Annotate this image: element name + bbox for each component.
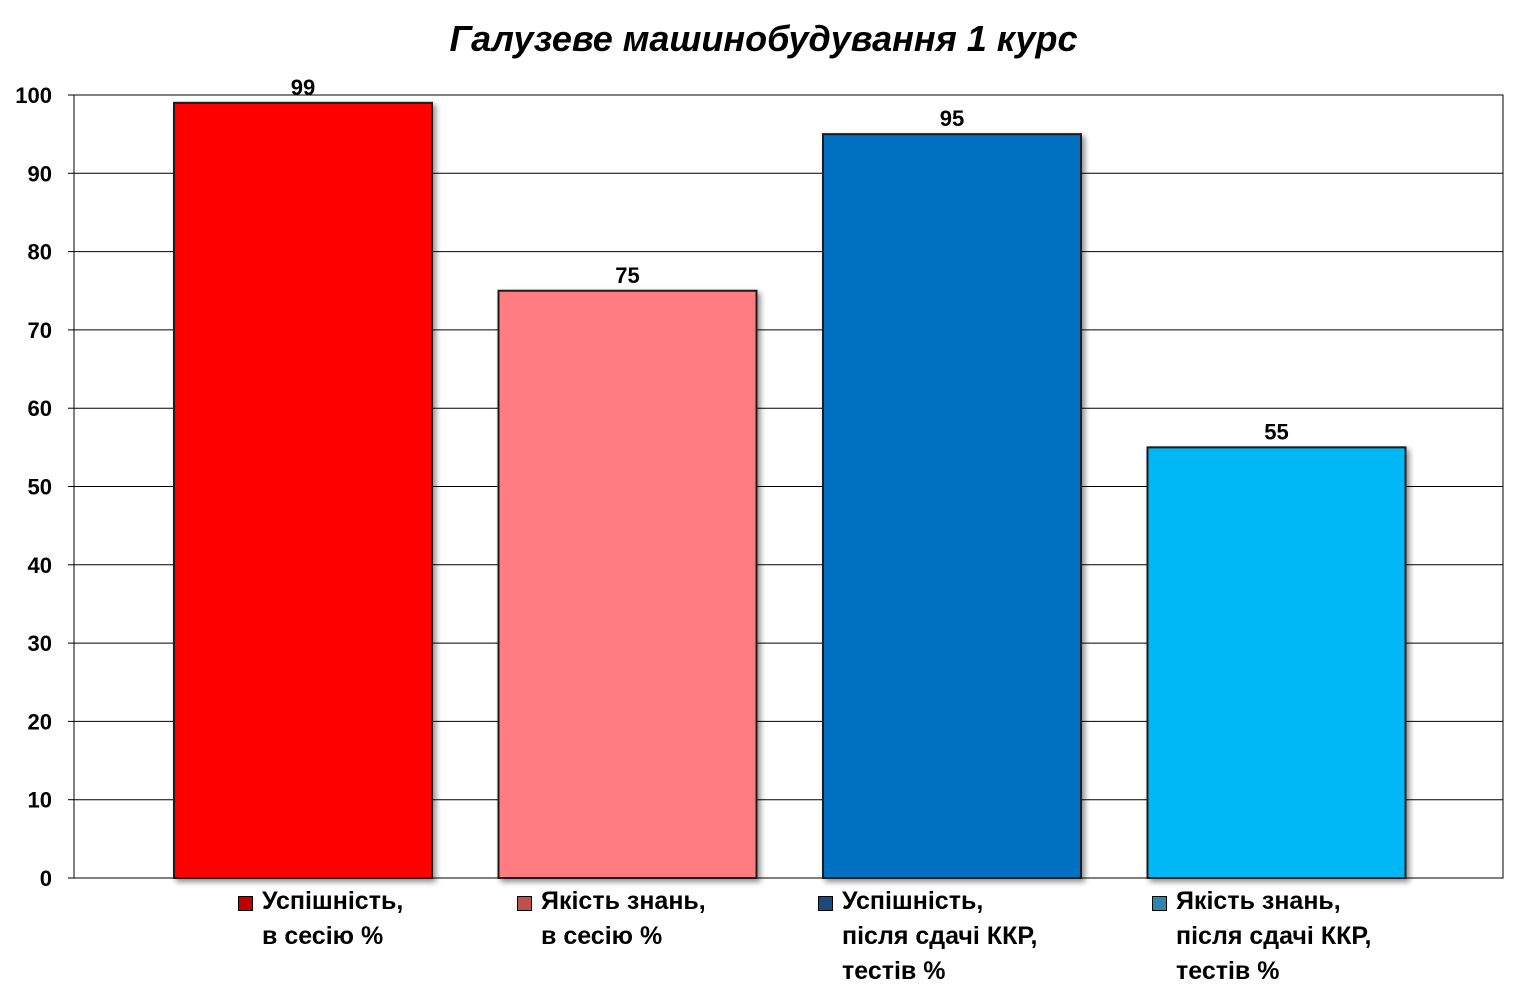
y-tick-label: 10: [28, 788, 52, 813]
y-tick-label: 80: [28, 240, 52, 265]
y-tick-label: 70: [28, 318, 52, 343]
data-labels: 99 75 95 55: [291, 75, 1289, 445]
y-tick-label: 20: [28, 709, 52, 734]
bars: [173, 101, 1407, 879]
y-tick-label: 50: [28, 475, 52, 500]
bar: [497, 289, 758, 879]
y-axis: 0 10 20 30 40 50 60 70 80 90 100: [15, 83, 74, 891]
legend-label: Успішність, в сесію %: [262, 887, 404, 950]
y-tick-label: 30: [28, 631, 52, 656]
chart-title: Галузеве машинобудування 1 курс: [449, 18, 1078, 59]
legend-swatch: [238, 896, 253, 911]
bar: [1146, 446, 1407, 879]
data-label: 99: [291, 75, 315, 100]
data-label: 75: [615, 263, 639, 288]
y-tick-label: 60: [28, 396, 52, 421]
data-label: 55: [1264, 419, 1288, 444]
legend-swatch: [517, 896, 532, 911]
bar: [173, 101, 433, 879]
y-tick-label: 90: [28, 161, 52, 186]
y-tick-label: 100: [15, 83, 52, 108]
legend-label: Якість знань, в сесію %: [541, 887, 706, 950]
legend-swatch: [1152, 896, 1167, 911]
data-label: 95: [940, 106, 964, 131]
legend-label: Якість знань, після сдачі ККР, тестів %: [1176, 887, 1372, 985]
y-tick-label: 40: [28, 553, 52, 578]
legend-swatch: [818, 896, 833, 911]
legend-label: Успішність, після сдачі ККР, тестів %: [842, 887, 1038, 985]
y-tick-label: 0: [40, 866, 52, 891]
bar: [822, 133, 1082, 879]
